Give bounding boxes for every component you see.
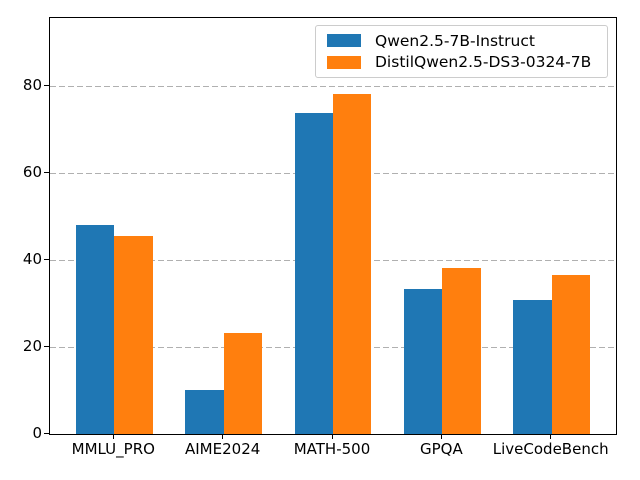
x-tick-label-livecodebench: LiveCodeBench [492,440,609,458]
bar-gpqa-series0 [404,288,443,434]
x-tick-mark [222,435,224,439]
bar-aime2024-series1 [223,332,262,434]
y-tick-label-60: 60 [22,162,42,181]
x-tick-label-math-500: MATH-500 [293,440,371,458]
x-tick-mark [112,435,114,439]
y-tick-label-20: 20 [22,336,42,355]
legend-swatch-distilqwen2.5-ds3-0324-7b [327,55,361,69]
legend-swatch-qwen2.5-7b-instruct [327,34,361,48]
y-tick-label-80: 80 [22,75,42,94]
y-tick-mark [44,345,49,347]
legend-label: Qwen2.5-7B-Instruct [375,31,535,50]
y-tick-label-0: 0 [32,424,42,442]
bar-mmlu_pro-series0 [76,224,115,434]
legend-label: DistilQwen2.5-DS3-0324-7B [375,53,592,72]
bar-aime2024-series0 [185,390,224,434]
legend: Qwen2.5-7B-Instruct DistilQwen2.5-DS3-03… [315,25,608,78]
legend-item: DistilQwen2.5-DS3-0324-7B [324,53,599,71]
x-tick-mark [331,435,333,439]
y-tick-label-40: 40 [22,249,42,268]
bar-gpqa-series1 [442,268,481,434]
bar-math-500-series1 [333,93,372,434]
gridline-y-80 [50,85,616,87]
bar-livecodebench-series0 [513,300,552,434]
bar-livecodebench-series1 [551,275,590,434]
y-tick-mark [44,171,49,173]
plot-area [49,17,617,435]
bar-mmlu_pro-series1 [114,235,153,434]
y-tick-mark [44,258,49,260]
y-tick-mark [44,84,49,86]
x-tick-label-aime2024: AIME2024 [185,440,261,458]
x-tick-mark [440,435,442,439]
bar-math-500-series0 [294,113,333,434]
x-tick-label-gpqa: GPQA [419,440,463,458]
x-tick-label-mmlu_pro: MMLU_PRO [71,440,155,458]
y-tick-mark [44,433,49,434]
legend-item: Qwen2.5-7B-Instruct [324,32,599,50]
x-tick-mark [550,435,552,439]
